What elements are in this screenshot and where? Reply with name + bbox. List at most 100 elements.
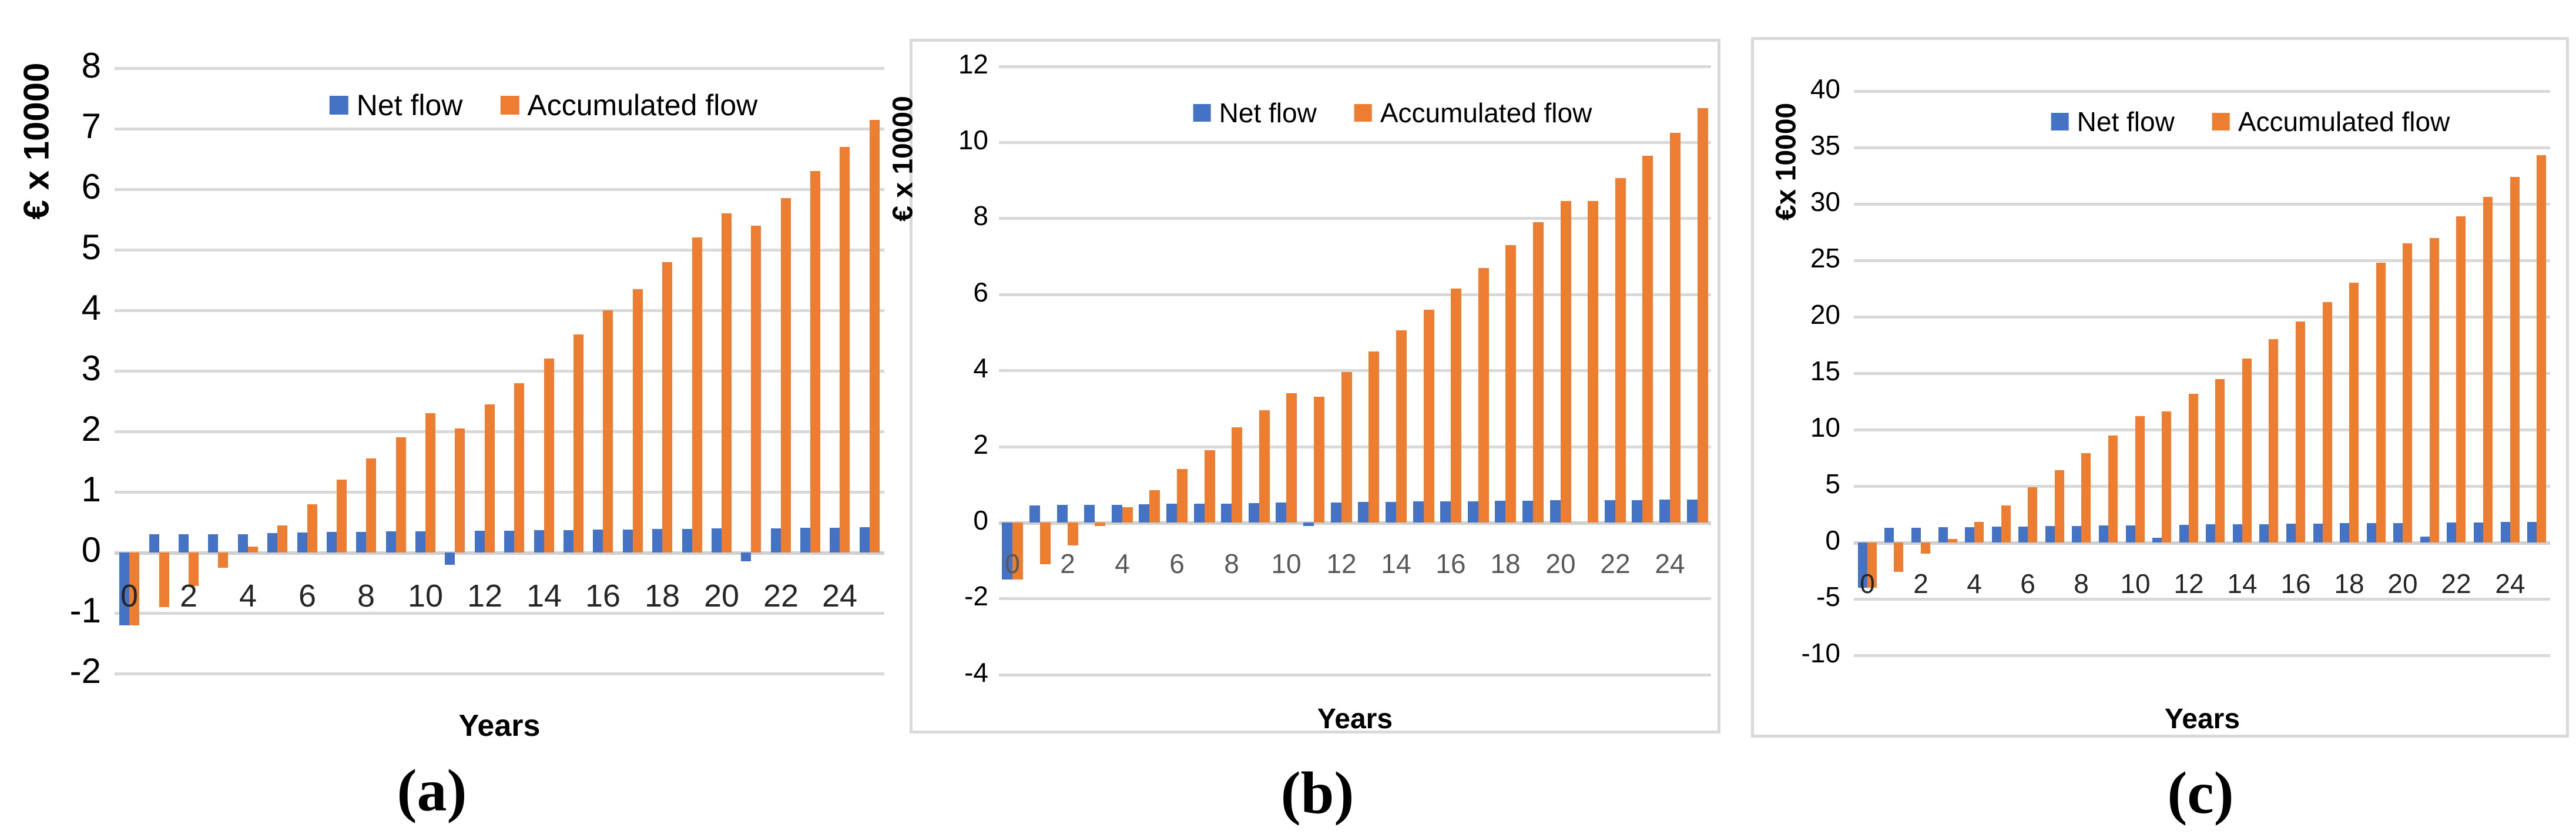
gridline-y-a--1 bbox=[115, 612, 884, 615]
bar-net-flow-c-year-18 bbox=[2340, 523, 2349, 542]
bar-net-flow-c-year-12 bbox=[2179, 525, 2189, 542]
legend-label-accumulated-flow: Accumulated flow bbox=[2238, 106, 2450, 137]
bar-accumulated-flow-c-year-11 bbox=[2162, 411, 2171, 542]
bar-accumulated-flow-a-year-4 bbox=[248, 547, 258, 552]
bar-accumulated-flow-a-year-14 bbox=[544, 359, 554, 552]
x-tick-label-b-0: 0 bbox=[1005, 548, 1020, 579]
bar-accumulated-flow-a-year-21 bbox=[751, 226, 761, 552]
y-tick-label-b--2: -2 bbox=[964, 581, 988, 611]
bar-accumulated-flow-b-year-14 bbox=[1396, 330, 1407, 522]
bar-accumulated-flow-a-year-8 bbox=[366, 458, 376, 552]
bar-accumulated-flow-c-year-21 bbox=[2430, 238, 2439, 542]
bar-net-flow-c-year-10 bbox=[2126, 525, 2135, 542]
bar-accumulated-flow-b-year-20 bbox=[1561, 201, 1571, 522]
x-axis-title-b: Years bbox=[1317, 704, 1393, 735]
bar-accumulated-flow-b-year-6 bbox=[1177, 469, 1188, 522]
bar-net-flow-a-year-2 bbox=[179, 534, 189, 552]
bar-accumulated-flow-b-year-16 bbox=[1451, 289, 1461, 522]
gridline-y-a-7 bbox=[115, 128, 884, 130]
legend-label-net-flow: Net flow bbox=[2077, 106, 2175, 137]
gridline-y-a-6 bbox=[115, 188, 884, 191]
bar-accumulated-flow-b-year-12 bbox=[1341, 372, 1352, 522]
bar-accumulated-flow-a-year-20 bbox=[722, 213, 732, 552]
gridline-y-b-12 bbox=[999, 65, 1711, 68]
bar-net-flow-c-year-0 bbox=[1858, 542, 1867, 588]
bar-accumulated-flow-c-year-5 bbox=[2001, 505, 2011, 542]
gridline-y-c-35 bbox=[1854, 146, 2550, 149]
x-tick-label-b-18: 18 bbox=[1490, 548, 1521, 579]
bar-accumulated-flow-c-year-12 bbox=[2189, 394, 2198, 542]
bar-net-flow-b-year-14 bbox=[1386, 502, 1396, 522]
bar-accumulated-flow-b-year-21 bbox=[1588, 201, 1598, 522]
bar-accumulated-flow-b-year-19 bbox=[1533, 222, 1544, 522]
bar-net-flow-c-year-15 bbox=[2259, 524, 2269, 542]
gridline-y-b-8 bbox=[999, 217, 1711, 220]
bar-net-flow-b-year-12 bbox=[1331, 503, 1341, 522]
bar-net-flow-b-year-0 bbox=[1002, 522, 1012, 580]
bar-net-flow-c-year-24 bbox=[2501, 522, 2510, 542]
bar-net-flow-c-year-17 bbox=[2313, 524, 2323, 542]
gridline-y-a-3 bbox=[115, 370, 884, 373]
bar-net-flow-a-year-11 bbox=[445, 552, 455, 565]
y-tick-label-a-3: 3 bbox=[81, 349, 101, 388]
x-tick-label-a-20: 20 bbox=[703, 578, 740, 614]
bar-net-flow-c-year-19 bbox=[2367, 523, 2376, 542]
bar-accumulated-flow-b-year-0 bbox=[1012, 522, 1023, 580]
bar-accumulated-flow-b-year-17 bbox=[1478, 268, 1489, 522]
y-tick-label-b-8: 8 bbox=[973, 200, 988, 231]
x-tick-label-c-10: 10 bbox=[2120, 568, 2151, 599]
bar-accumulated-flow-b-year-15 bbox=[1424, 310, 1434, 522]
bar-net-flow-c-year-14 bbox=[2233, 524, 2242, 542]
legend-label-net-flow: Net flow bbox=[356, 89, 463, 122]
bar-net-flow-c-year-3 bbox=[1938, 527, 1948, 542]
bar-net-flow-c-year-22 bbox=[2447, 522, 2456, 542]
bar-net-flow-c-year-23 bbox=[2474, 522, 2483, 542]
x-tick-label-c-18: 18 bbox=[2334, 568, 2364, 599]
bar-net-flow-a-year-7 bbox=[327, 532, 337, 552]
bar-accumulated-flow-a-year-11 bbox=[455, 428, 465, 552]
x-tick-label-a-18: 18 bbox=[644, 578, 680, 614]
gridline-y-c-10 bbox=[1854, 428, 2550, 431]
x-tick-label-a-12: 12 bbox=[467, 578, 503, 614]
legend-a: Net flow Accumulated flow bbox=[329, 88, 757, 122]
bar-accumulated-flow-c-year-20 bbox=[2403, 243, 2412, 542]
legend-label-accumulated-flow: Accumulated flow bbox=[1380, 98, 1592, 128]
x-axis-line-c-0 bbox=[1854, 541, 2550, 545]
bar-accumulated-flow-a-year-3 bbox=[218, 552, 228, 568]
bar-net-flow-c-year-21 bbox=[2420, 537, 2430, 542]
bar-accumulated-flow-b-year-9 bbox=[1259, 410, 1270, 522]
x-tick-label-a-2: 2 bbox=[179, 578, 198, 614]
gridline-y-a--2 bbox=[115, 672, 884, 675]
bar-net-flow-c-year-1 bbox=[1884, 528, 1894, 542]
bar-net-flow-a-year-12 bbox=[475, 531, 485, 552]
gridline-y-b-4 bbox=[999, 369, 1711, 372]
gridline-y-c-20 bbox=[1854, 316, 2550, 319]
y-tick-label-c-40: 40 bbox=[1810, 73, 1840, 104]
bar-accumulated-flow-b-year-18 bbox=[1505, 245, 1516, 522]
y-axis-title-c: €x 10000 bbox=[1770, 102, 1802, 221]
bar-net-flow-c-year-6 bbox=[2018, 527, 2028, 542]
caption-chart-a: (a) bbox=[397, 758, 467, 824]
y-tick-label-c-25: 25 bbox=[1810, 243, 1840, 273]
bar-net-flow-c-year-4 bbox=[1965, 527, 1974, 542]
bar-accumulated-flow-b-year-13 bbox=[1368, 351, 1379, 522]
y-tick-label-b-4: 4 bbox=[973, 353, 988, 383]
x-tick-label-b-22: 22 bbox=[1600, 548, 1631, 579]
bar-net-flow-c-year-7 bbox=[2045, 526, 2055, 542]
x-axis-title-a: Years bbox=[458, 709, 541, 743]
gridline-y-c--5 bbox=[1854, 598, 2550, 601]
bar-accumulated-flow-c-year-4 bbox=[1974, 522, 1984, 542]
bar-accumulated-flow-b-year-1 bbox=[1040, 522, 1051, 564]
gridline-y-b--2 bbox=[999, 597, 1711, 600]
legend-b: Net flow Accumulated flow bbox=[1193, 97, 1592, 129]
y-tick-label-c--5: -5 bbox=[1816, 581, 1840, 612]
x-tick-label-b-14: 14 bbox=[1381, 548, 1411, 579]
bar-accumulated-flow-c-year-22 bbox=[2456, 216, 2466, 542]
gridline-y-c-40 bbox=[1854, 90, 2550, 93]
bar-accumulated-flow-c-year-1 bbox=[1894, 542, 1903, 572]
bar-net-flow-b-year-8 bbox=[1221, 504, 1232, 522]
bar-net-flow-c-year-9 bbox=[2099, 525, 2108, 542]
bar-accumulated-flow-b-year-2 bbox=[1068, 522, 1078, 545]
panel-frame-b bbox=[910, 39, 1720, 733]
bar-accumulated-flow-a-year-10 bbox=[425, 413, 435, 552]
